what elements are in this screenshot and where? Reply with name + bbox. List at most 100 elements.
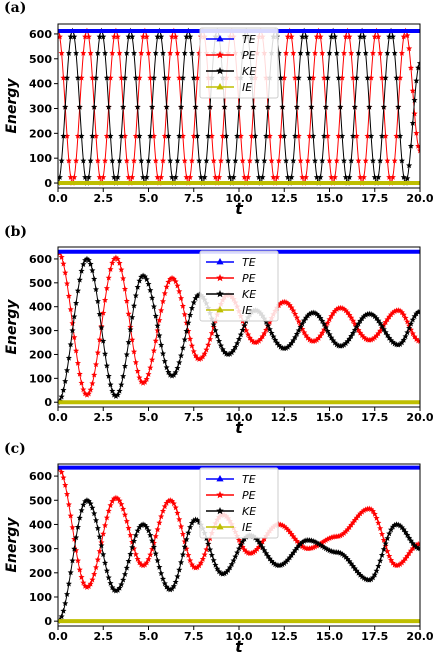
data-point <box>187 557 194 564</box>
data-point <box>404 32 411 39</box>
data-point <box>246 157 253 164</box>
legend-item-ke: KE <box>206 288 256 301</box>
data-point <box>259 174 266 180</box>
data-point <box>400 336 407 343</box>
data-point <box>73 299 80 306</box>
data-point <box>116 259 123 266</box>
data-point <box>277 74 284 81</box>
data-point <box>217 157 224 164</box>
data-point <box>183 33 190 40</box>
data-point <box>207 103 214 110</box>
data-point <box>140 174 147 180</box>
data-point <box>400 33 407 40</box>
data-point <box>96 33 103 40</box>
legend-box <box>199 27 279 99</box>
data-point <box>362 157 369 164</box>
data-point <box>69 524 76 531</box>
data-point <box>69 557 76 564</box>
data-point <box>205 341 212 348</box>
x-axis: 0.0 2.5 5.0 7.5 10.0 12.5 15.0 17.5 20.0 <box>48 188 434 205</box>
data-point <box>351 517 358 523</box>
data-point <box>241 322 248 329</box>
data-point <box>74 557 81 564</box>
data-point <box>87 386 94 393</box>
data-point <box>181 538 188 545</box>
legend-marker <box>216 523 224 530</box>
data-point <box>87 260 94 267</box>
x-tick-label: 10.0 <box>225 630 252 643</box>
data-point <box>226 564 233 571</box>
data-point <box>74 132 81 139</box>
data-point <box>349 74 357 81</box>
data-point <box>302 33 310 40</box>
data-point <box>152 157 159 164</box>
data-point <box>174 365 181 371</box>
data-point <box>378 132 386 139</box>
data-point <box>58 157 65 164</box>
y-tick-label: 500 <box>29 277 52 290</box>
series-ke <box>58 27 420 186</box>
data-point <box>82 257 89 263</box>
y-axis-label: Energy <box>4 299 20 355</box>
data-point <box>92 564 100 571</box>
data-point <box>245 174 252 180</box>
data-point <box>389 309 396 316</box>
data-point <box>74 74 81 81</box>
y-tick-label: 500 <box>29 494 52 507</box>
data-point <box>123 157 130 164</box>
data-point <box>109 259 116 266</box>
data-point <box>208 330 215 336</box>
data-point <box>288 174 295 180</box>
data-point <box>89 380 96 387</box>
data-point <box>397 341 404 347</box>
data-point <box>62 269 69 276</box>
data-point <box>159 50 167 56</box>
data-point <box>407 142 414 149</box>
data-point <box>94 157 101 164</box>
data-point <box>306 310 313 317</box>
data-point <box>76 276 83 283</box>
data-point <box>292 74 299 81</box>
data-point <box>172 578 179 585</box>
data-point <box>118 581 125 588</box>
x-tick-label: 7.5 <box>184 192 204 205</box>
data-point <box>121 511 129 518</box>
series-markers <box>58 497 420 624</box>
data-point <box>375 174 382 180</box>
data-point <box>130 537 138 544</box>
data-point <box>283 558 290 565</box>
data-point <box>96 311 103 317</box>
data-point <box>254 338 261 345</box>
data-point <box>210 321 217 328</box>
data-point <box>67 569 74 576</box>
data-point <box>397 74 404 81</box>
data-point <box>73 50 80 56</box>
data-point <box>402 555 409 562</box>
data-point <box>154 526 161 533</box>
data-point <box>237 541 244 548</box>
legend-item-te: TE <box>206 33 256 46</box>
data-point <box>210 557 217 563</box>
legend-label: KE <box>242 288 256 301</box>
data-point <box>80 50 87 56</box>
data-point <box>170 583 177 589</box>
y-tick-label: 400 <box>29 518 52 531</box>
data-point <box>167 50 174 56</box>
data-point <box>259 333 266 340</box>
data-point <box>397 132 404 139</box>
data-point <box>411 97 418 103</box>
data-point <box>281 132 288 139</box>
data-point <box>205 540 212 547</box>
data-point <box>360 507 367 514</box>
y-tick-label: 100 <box>29 152 52 165</box>
data-point <box>73 547 80 553</box>
y-tick-label: 400 <box>29 78 52 91</box>
legend-label: KE <box>242 505 256 518</box>
data-point <box>100 337 107 344</box>
series-markers <box>58 27 420 186</box>
data-point <box>203 157 210 164</box>
data-point <box>248 132 255 139</box>
data-point <box>225 351 232 358</box>
data-point <box>190 348 197 355</box>
data-point <box>234 549 241 556</box>
